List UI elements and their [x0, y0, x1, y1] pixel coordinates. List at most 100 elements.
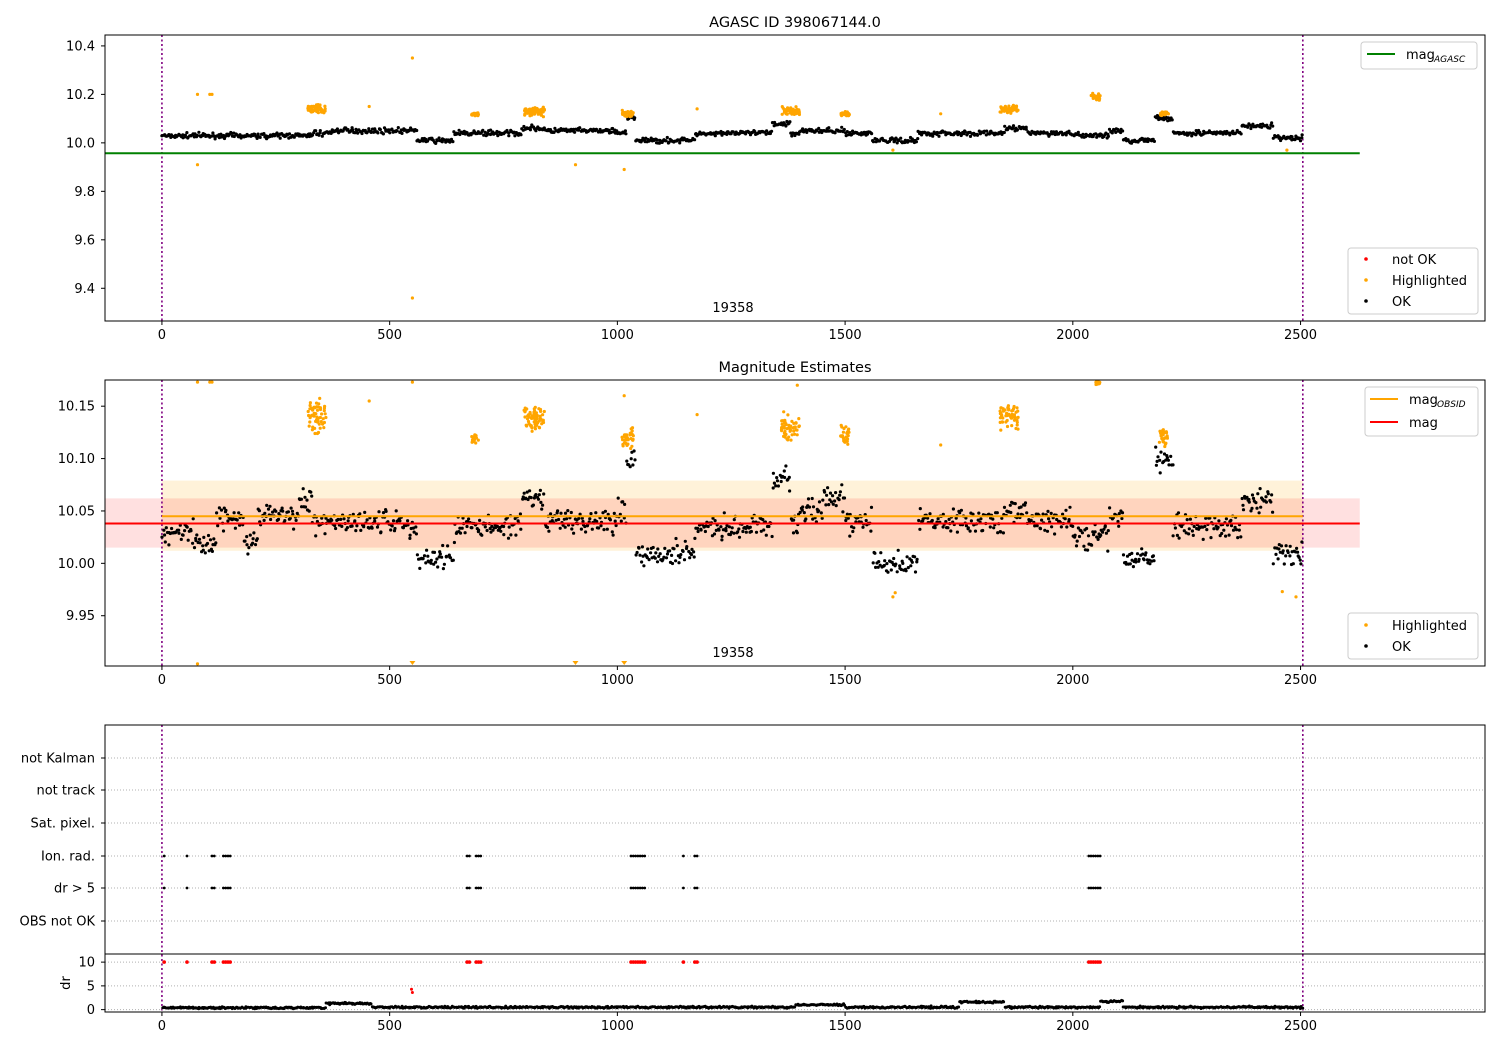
panel-2-ok-point	[467, 517, 471, 521]
panel-2-ok-point	[351, 512, 355, 516]
panel-1-highlighted-point	[528, 114, 532, 118]
panel-2-ok-point	[696, 526, 700, 531]
panel-2-highlighted-point	[1005, 424, 1010, 429]
panel-1-ok-point	[1067, 129, 1071, 133]
panel-2-ok-point	[725, 524, 729, 528]
panel-2-ok-point	[1187, 527, 1191, 531]
panel-2-ok-point	[899, 567, 903, 572]
panel-2-ok-point	[1217, 519, 1221, 523]
panel-2-ok-point	[1144, 551, 1148, 555]
panel-1-highlighted-point	[1015, 108, 1019, 112]
panel-2-ok-point	[1177, 536, 1181, 540]
panel-2-ok-point	[288, 516, 292, 520]
panel-2-ok-point	[219, 508, 224, 512]
panel-1-ok-point	[369, 130, 373, 134]
panel-1-ok-point	[262, 132, 266, 136]
panel-2-ok-point	[1184, 531, 1188, 535]
panel-1-highlighted-point	[790, 111, 794, 116]
panel-2-ok-point	[670, 561, 675, 566]
panel-1-ok-point	[1290, 135, 1294, 139]
panel-1-ok-point	[725, 132, 729, 136]
panel-2-ok-point	[415, 553, 419, 557]
panel-1-ok-point	[1157, 117, 1161, 122]
panel-1-title: AGASC ID 398067144.0	[709, 15, 881, 31]
panel-2-ok-point	[589, 511, 593, 516]
panel-2-ok-point	[905, 555, 909, 559]
panel-1-highlighted-point	[1097, 92, 1101, 96]
panel-2-ok-point	[314, 534, 318, 538]
panel-2-highlighted-point	[538, 414, 542, 418]
panel-2-highlighted-point	[847, 430, 851, 434]
panel-2-ok-point	[483, 525, 487, 529]
panel-2-ok-point	[635, 550, 639, 555]
panel-2-ok-point	[210, 549, 214, 554]
panel-2-ok-point	[580, 516, 584, 520]
panel-1-ok-point	[658, 138, 662, 142]
panel-2-ok-point	[556, 509, 560, 513]
panel-1-ok-point	[213, 137, 217, 141]
panel-2-ok-point	[711, 516, 715, 520]
panel-2-ok-point	[359, 528, 363, 533]
panel-2-ok-point	[792, 518, 796, 522]
panel-1-ok-point	[292, 135, 296, 139]
panel-1-highlighted-point	[320, 108, 324, 112]
panel-2-ok-point	[628, 465, 632, 469]
panel-2-highlighted-point	[783, 429, 787, 434]
panel-2-ok-point	[1009, 510, 1013, 515]
panel-2-ok-point	[528, 489, 532, 493]
panel-2-ok-point	[826, 486, 830, 490]
panel-1-ok-point	[310, 133, 315, 137]
panel-1-ok-point	[360, 131, 364, 136]
panel-2-ok-point	[619, 519, 623, 523]
panel-1-ok-point	[765, 129, 769, 133]
panel-2-ok-point	[1173, 526, 1177, 530]
panel-2-ok-point	[1096, 537, 1100, 542]
panel-2-ok-point	[861, 525, 865, 529]
panel-2-highlighted-point	[535, 423, 539, 427]
panel-2-ok-point	[448, 556, 453, 560]
panel-2-ytick-label: 10.05	[58, 504, 95, 519]
panel-2-ok-point	[1095, 535, 1099, 539]
panel-2-ok-point	[883, 559, 887, 563]
panel-2-ok-point	[1092, 533, 1096, 537]
panel-1-highlighted-point	[622, 167, 626, 172]
panel-2-ok-point	[838, 490, 843, 494]
panel-2-ok-point	[772, 481, 777, 485]
panel-1-ok-point	[1298, 139, 1303, 143]
panel-2-ok-point	[248, 533, 252, 537]
panel-2-ok-point	[547, 529, 551, 533]
panel-2-highlighted-point	[780, 422, 784, 426]
panel-2-ok-point	[1091, 530, 1095, 534]
panel-2-ok-point	[373, 519, 377, 523]
ion-rad-flag-point	[1089, 854, 1093, 858]
panel-1-ok-point	[870, 132, 874, 136]
panel-1-ok-point	[693, 138, 697, 142]
panel-1-ok-point	[486, 131, 490, 136]
panel-2-ok-point	[584, 530, 588, 534]
panel-1-ok-point	[788, 120, 792, 124]
panel-1-xtick-label: 2500	[1284, 328, 1317, 343]
panel-1-ok-point	[678, 141, 682, 145]
panel-1-ok-point	[1231, 129, 1235, 133]
panel-2-ok-point	[944, 520, 948, 524]
panel-2-ok-point	[271, 510, 275, 514]
panel-2-ok-point	[350, 524, 354, 528]
panel-2-ok-point	[495, 524, 499, 529]
panel-2-ok-point	[915, 557, 919, 562]
panel-2-ok-point	[947, 517, 951, 522]
panel-2-ok-point	[412, 530, 416, 534]
panel-2-ok-point	[381, 510, 386, 515]
panel-2-ok-point	[685, 545, 689, 549]
panel-2-ok-point	[941, 525, 945, 529]
panel-2-ok-point	[301, 487, 305, 491]
panel-3-frame	[104, 724, 1486, 1013]
panel-2-highlighted-point	[314, 401, 319, 405]
panel-2-highlighted-point	[311, 406, 316, 410]
panel-2-ok-point	[477, 528, 481, 532]
panel-2-ok-point	[663, 546, 667, 551]
panel-2-ok-point	[283, 519, 287, 523]
panel-2-ok-point	[804, 517, 808, 521]
panel-1-ok-point	[197, 130, 201, 134]
panel-2-ok-point	[303, 505, 308, 509]
panel-2-ok-point	[525, 490, 529, 494]
